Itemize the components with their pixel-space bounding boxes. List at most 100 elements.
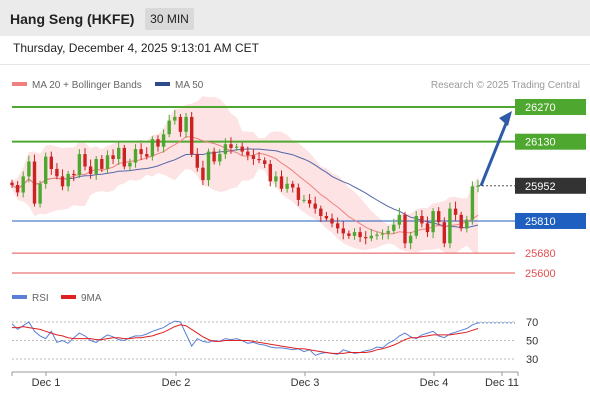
candle-body xyxy=(60,176,65,187)
ma50-swatch xyxy=(155,82,170,87)
candle-body xyxy=(408,235,413,244)
candle-body xyxy=(392,224,396,231)
candle-body xyxy=(246,151,250,156)
level-label-26270: 26270 xyxy=(525,102,556,114)
legend-ma50: MA 50 xyxy=(155,80,203,91)
header-bar: Hang Seng (HKFE) 30 MIN xyxy=(0,0,590,36)
level-label-25810: 25810 xyxy=(525,216,556,228)
candle-body xyxy=(117,147,121,159)
candle-body xyxy=(66,173,70,187)
candle-body xyxy=(133,149,138,163)
level-tag-26270 xyxy=(515,99,586,115)
candle-body xyxy=(279,176,284,189)
candle-body xyxy=(330,218,334,224)
ma9-swatch xyxy=(61,295,76,300)
time-tick-label: Dec 2 xyxy=(162,377,191,389)
candle-body xyxy=(257,159,261,161)
candle-body xyxy=(319,208,323,216)
candle-body xyxy=(190,116,194,155)
candle-body xyxy=(465,219,469,229)
candle-body xyxy=(324,216,329,219)
candle-body xyxy=(10,182,14,186)
candle-body xyxy=(307,199,312,204)
level-label-25600: 25600 xyxy=(525,268,556,280)
rsi-level-label-70: 70 xyxy=(526,317,538,329)
level-label-26130: 26130 xyxy=(525,137,556,149)
candle-body xyxy=(167,120,171,135)
candle-body xyxy=(240,146,244,152)
candle-body xyxy=(341,228,345,234)
candle-body xyxy=(336,223,340,229)
candle-body xyxy=(476,185,480,187)
candle-body xyxy=(358,232,362,238)
level-tag-25810 xyxy=(515,212,586,229)
candle-body xyxy=(195,154,199,168)
candle-body xyxy=(145,154,149,157)
candle-body xyxy=(32,161,37,204)
candle-body xyxy=(229,144,233,148)
timeframe-badge[interactable]: 30 MIN xyxy=(145,8,194,30)
candle-body xyxy=(397,214,402,225)
candle-body xyxy=(420,216,424,224)
candle-body xyxy=(206,151,211,181)
candle-body xyxy=(380,233,385,235)
time-tick-label: Dec 4 xyxy=(420,377,449,389)
legend-rsi: RSI xyxy=(12,293,49,304)
candle-body xyxy=(291,183,295,188)
candle-body xyxy=(296,187,301,200)
candle-body xyxy=(94,159,98,174)
candle-body xyxy=(72,173,76,176)
candle-body xyxy=(88,166,93,174)
level-label-25680: 25680 xyxy=(525,248,556,260)
candle-body xyxy=(268,164,272,182)
level-tag-26130 xyxy=(515,133,586,150)
candle-body xyxy=(178,116,183,132)
candle-body xyxy=(352,232,357,236)
candle-body xyxy=(128,162,132,167)
ma50-legend-label: MA 50 xyxy=(175,80,204,91)
time-tick-label: Dec 11 xyxy=(485,377,519,389)
candle-body xyxy=(218,154,222,162)
candle-body xyxy=(313,203,317,209)
bollinger-band xyxy=(12,96,478,254)
legend-ma9: 9MA xyxy=(61,293,102,304)
target-arrow-shaft xyxy=(479,120,509,187)
ma50-line xyxy=(11,148,479,229)
candle-body xyxy=(234,146,239,148)
rsi-legend-label: RSI xyxy=(32,293,49,304)
candle-body xyxy=(15,185,20,193)
candle-body xyxy=(44,156,48,184)
candle-body xyxy=(55,168,59,177)
candle-body xyxy=(470,186,475,220)
rsi-level-label-50: 50 xyxy=(526,336,538,348)
candle-body xyxy=(448,208,452,244)
ma20-swatch xyxy=(12,82,27,87)
header-divider xyxy=(0,64,590,65)
candle-body xyxy=(139,149,143,155)
candle-body xyxy=(251,155,256,159)
candle-body xyxy=(437,211,441,223)
time-tick-label: Dec 1 xyxy=(32,377,61,389)
candle-body xyxy=(21,176,25,193)
ma20-legend-label: MA 20 + Bollinger Bands xyxy=(32,80,142,91)
rsi-level-label-30: 30 xyxy=(526,354,538,366)
target-arrow-head xyxy=(499,111,512,126)
candle-body xyxy=(223,144,228,155)
rsi-ma9-line xyxy=(12,324,479,354)
candle-body xyxy=(375,234,379,236)
candle-body xyxy=(414,216,418,236)
candle-body xyxy=(302,199,306,201)
candle-body xyxy=(369,235,373,239)
rsi-line xyxy=(11,320,479,356)
time-tick-label: Dec 3 xyxy=(291,377,320,389)
candle-body xyxy=(38,183,42,204)
candle-body xyxy=(403,214,407,244)
candle-body xyxy=(100,159,104,169)
level-label-25952: 25952 xyxy=(525,181,556,193)
candle-body xyxy=(442,222,446,244)
candle-body xyxy=(386,230,390,234)
candle-body xyxy=(184,116,188,132)
level-tag-25952 xyxy=(515,177,586,194)
candle-body xyxy=(77,154,82,176)
